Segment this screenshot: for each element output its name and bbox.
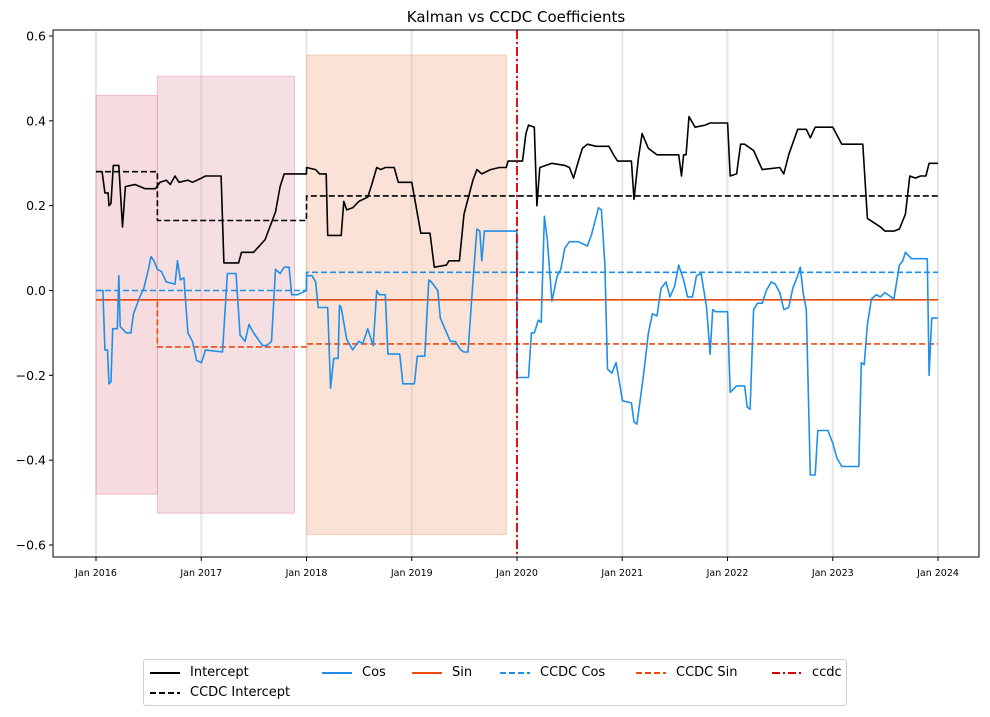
legend-swatch-intercept [150,672,180,674]
chart-title: Kalman vs CCDC Coefficients [407,8,626,26]
legend-label: Sin [452,665,473,680]
series-ccdc-sin-line [96,299,938,348]
x-tick-label: Jan 2018 [285,568,328,579]
series-intercept-line [96,115,938,268]
shaded-region [95,94,158,495]
x-axis: Jan 2016 Jan 2017 Jan 2018 Jan 2019 Jan 2020… [74,557,959,579]
legend-label: CCDC Sin [676,665,738,680]
x-tick-label: Jan 2024 [916,568,959,579]
x-tick-label: Jan 2020 [495,568,538,579]
series-layer [96,30,938,557]
x-tick-label: Jan 2022 [706,568,749,579]
legend-label: ccdc [812,665,842,680]
legend-item-ccdc-sin: CCDC Sin [634,664,764,682]
legend-item-ccdc-intercept: CCDC Intercept [148,684,308,702]
y-tick-label: −0.2 [16,368,46,383]
legend-swatch-sin [412,672,442,674]
legend-swatch-ccdc [772,672,802,674]
legend-item-ccdc: ccdc [770,664,844,682]
legend-label: Cos [362,665,386,680]
shaded-region [306,54,507,535]
legend-item-ccdc-cos: CCDC Cos [498,664,628,682]
legend-label: Intercept [190,665,249,680]
y-tick-label: −0.4 [16,453,46,468]
legend: Intercept CCDC Intercept Cos Sin CCDC Co… [143,659,847,706]
legend-swatch-cos [322,672,352,674]
x-tick-label: Jan 2017 [179,568,222,579]
series-ccdc-intercept-line [96,170,938,222]
x-tick-label: Jan 2019 [390,568,433,579]
y-tick-label: 0.6 [26,29,46,44]
x-tick-label: Jan 2016 [74,568,117,579]
y-tick-label: −0.6 [16,538,46,553]
x-tick-label: Jan 2023 [811,568,854,579]
x-tick-label: Jan 2021 [600,568,643,579]
y-tick-label: 0.2 [26,198,46,213]
y-tick-label: 0.0 [26,283,46,298]
legend-swatch-ccdc-sin [636,672,666,674]
y-tick-label: 0.4 [26,113,46,128]
legend-item-sin: Sin [410,664,500,682]
legend-item-intercept: Intercept [148,664,268,682]
y-axis: 0.6 0.4 0.2 0.0 −0.2 −0.4 −0.6 [16,29,53,553]
plot-frame [52,29,980,558]
legend-label: CCDC Intercept [190,685,291,700]
legend-swatch-ccdc-intercept [150,692,180,694]
legend-item-cos: Cos [320,664,410,682]
shaded-regions [95,54,507,535]
legend-swatch-ccdc-cos [500,672,530,674]
legend-label: CCDC Cos [540,665,606,680]
